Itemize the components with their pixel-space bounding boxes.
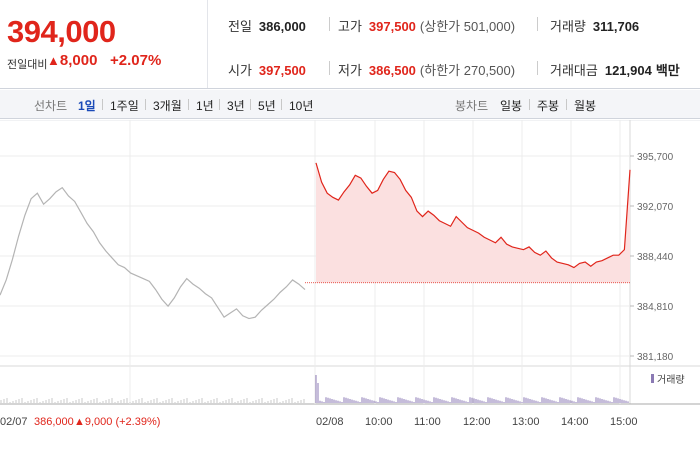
change-amount: ▲8,000 [47, 52, 97, 69]
prev-close-value: 386,000 [258, 19, 306, 34]
open-stat: 시가 397,500 [228, 60, 306, 79]
divider [537, 17, 538, 31]
volume-legend-label: 거래량 [657, 374, 685, 386]
high-value: 397,500 [368, 19, 416, 34]
high-label: 고가 [338, 19, 362, 34]
prev-day-close-label: 386,000 [34, 416, 74, 428]
divider [219, 99, 220, 110]
y-tick-label: 392,070 [637, 202, 674, 213]
high-stat: 고가 397,500 (상한가 501,000) [338, 16, 515, 35]
trade-value: 121,904 [604, 63, 652, 78]
x-tick-label: 14:00 [561, 416, 589, 428]
low-value: 386,500 [368, 63, 416, 78]
period-1y-tab[interactable]: 1년 [196, 99, 214, 113]
prev-day-line [0, 186, 306, 320]
y-tick-label: 384,810 [637, 302, 674, 313]
divider [281, 99, 282, 110]
divider [102, 99, 103, 110]
low-stat: 저가 386,500 (하한가 270,500) [338, 60, 515, 79]
prev-close-stat: 전일 386,000 [228, 16, 306, 35]
period-3y-tab[interactable]: 3년 [227, 99, 245, 113]
period-5y-tab[interactable]: 5년 [258, 99, 276, 113]
lower-limit: (하한가 270,500) [419, 63, 516, 78]
x-tick-label: 11:00 [414, 416, 441, 428]
line-chart-label: 선차트 [34, 99, 68, 113]
x-tick-label: 12:00 [463, 416, 491, 428]
low-label: 저가 [338, 63, 362, 78]
up-arrow-icon: ▲ [47, 53, 60, 68]
divider [566, 99, 567, 110]
stock-summary: 394,000 전일대비 ▲8,000 +2.07% 전일 386,000 고가 3… [0, 0, 700, 89]
trade-value-unit: 백만 [655, 63, 680, 78]
period-3m-tab[interactable]: 3개월 [153, 99, 182, 113]
period-1w-tab[interactable]: 1주일 [110, 99, 139, 113]
y-tick-label: 381,180 [637, 352, 674, 363]
divider [250, 99, 251, 110]
change-amount-value: 8,000 [59, 52, 98, 69]
period-1d-tab[interactable]: 1일 [78, 99, 96, 113]
x-tick-label: 13:00 [512, 416, 540, 428]
candle-chart-label: 봉차트 [455, 99, 489, 113]
change-label: 전일대비 [7, 59, 48, 71]
divider [329, 17, 330, 31]
current-price-box: 394,000 전일대비 ▲8,000 +2.07% [0, 0, 208, 88]
divider [329, 61, 330, 75]
today-area-fill [316, 162, 630, 283]
volume-legend-marker [651, 374, 654, 383]
prev-day-change-label: ▲9,000 (+2.39%) [74, 416, 160, 428]
divider [145, 99, 146, 110]
y-tick-label: 395,700 [637, 152, 674, 163]
trade-value-stat: 거래대금 121,904 백만 [550, 60, 680, 79]
candle-weekly-tab[interactable]: 주봉 [537, 99, 560, 113]
y-tick-label: 388,440 [637, 252, 674, 263]
prev-day-date-label: 02/07 [0, 416, 28, 428]
candle-daily-tab[interactable]: 일봉 [500, 99, 523, 113]
candle-monthly-tab[interactable]: 월봉 [574, 99, 597, 113]
divider [537, 61, 538, 75]
volume-stat: 거래량 311,706 [550, 16, 639, 35]
divider [188, 99, 189, 110]
x-tick-label: 15:00 [610, 416, 638, 428]
open-value: 397,500 [258, 63, 306, 78]
upper-limit: (상한가 501,000) [419, 19, 516, 34]
price-chart[interactable]: 395,700 392,070 388,440 384,810 381,180 거래량 02… [0, 120, 700, 450]
open-label: 시가 [228, 63, 252, 78]
x-tick-label: 10:00 [365, 416, 393, 428]
change-percent: +2.07% [110, 52, 162, 69]
trade-value-label: 거래대금 [550, 63, 598, 78]
period-10y-tab[interactable]: 10년 [289, 99, 314, 113]
volume-value: 311,706 [592, 19, 640, 34]
volume-label: 거래량 [550, 19, 586, 34]
current-price: 394,000 [7, 14, 116, 49]
chart-toolbar: 선차트 1일 1주일 3개월 1년 3년 5년 10년 봉차트 일봉 주봉 월봉 [0, 90, 700, 119]
prev-close-label: 전일 [228, 19, 252, 34]
divider [529, 99, 530, 110]
today-price-line [315, 162, 631, 269]
x-tick-label: 02/08 [316, 416, 344, 428]
